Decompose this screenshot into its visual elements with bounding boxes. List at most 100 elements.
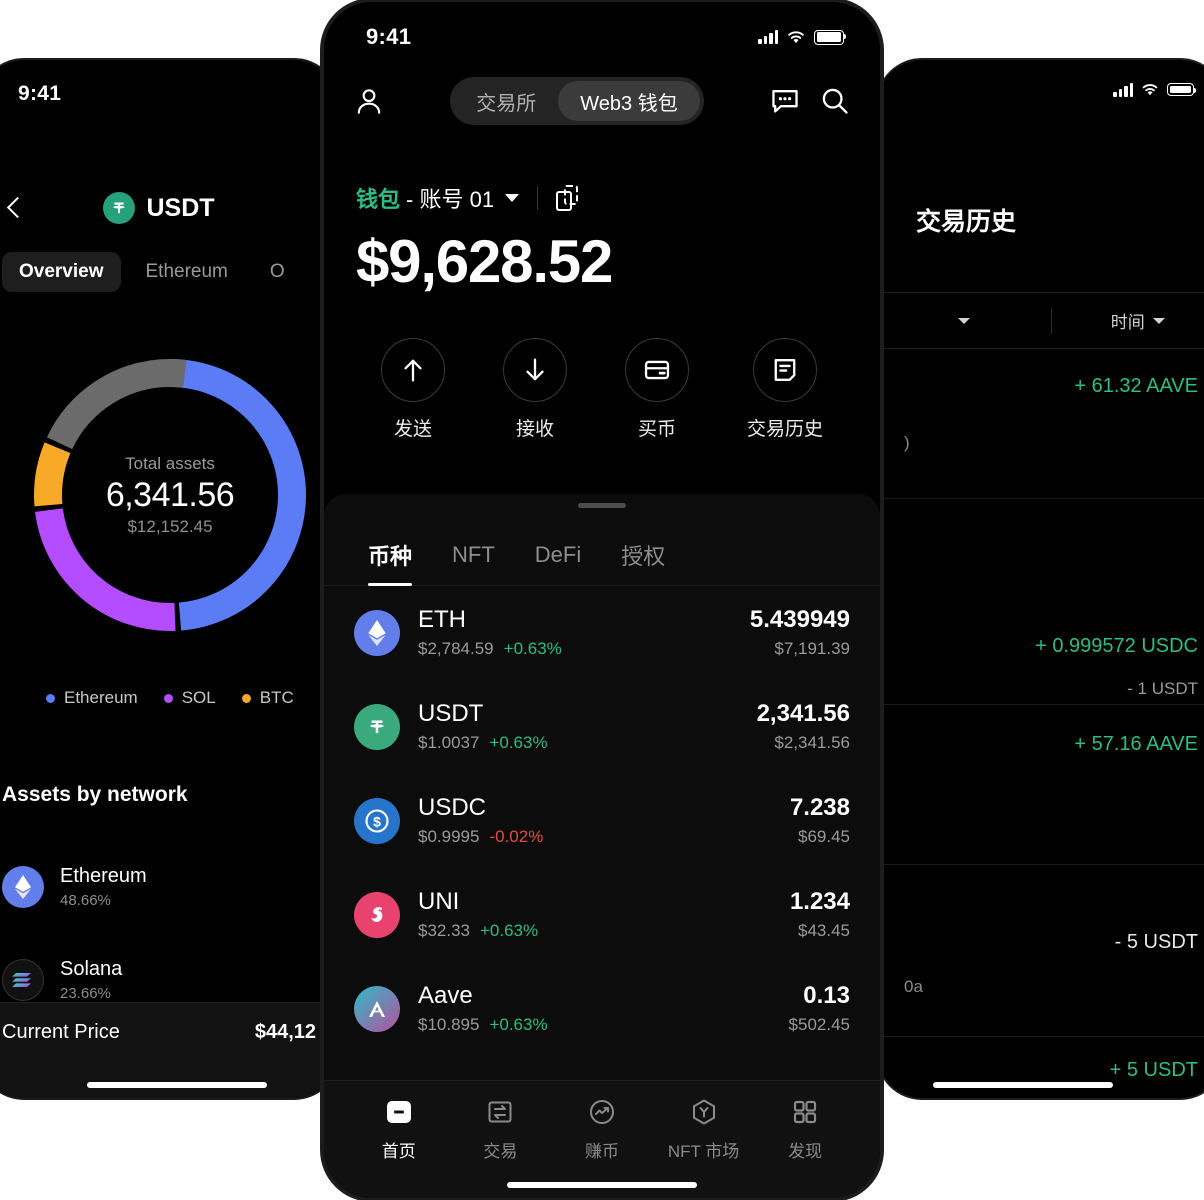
legend-dot-icon: [46, 693, 55, 703]
quick-actions-row: 发送 接收: [324, 338, 880, 441]
table-row[interactable]: + 5 USDT ba86: [878, 1037, 1204, 1098]
token-info: UNI $32.33 +0.63%: [418, 888, 772, 941]
token-symbol: USDT: [418, 700, 484, 728]
assets-by-network-heading: Assets by network: [2, 783, 188, 806]
token-value: $502.45: [788, 1015, 850, 1035]
page-title: 交易历史: [916, 208, 1017, 236]
token-quantity: 2,341.56: [756, 699, 850, 727]
bottom-navigation: 首页 交易: [324, 1080, 880, 1198]
tx-hash: 0a: [904, 977, 923, 996]
current-price-label: Current Price: [2, 1021, 120, 1043]
segment-web3-wallet[interactable]: Web3 钱包: [558, 81, 700, 121]
list-item[interactable]: ETH $2,784.59 +0.63% 5.439949 $7,191.39: [324, 586, 880, 680]
token-info: Aave $10.895 +0.63%: [418, 982, 771, 1034]
wallet-name[interactable]: 钱包: [356, 187, 401, 212]
home-icon: [382, 1095, 416, 1129]
center-screen: 9:41: [324, 2, 880, 1198]
tab-defi[interactable]: DeFi: [534, 541, 582, 567]
tab-tokens[interactable]: 币种: [348, 524, 432, 586]
exchange-icon: [483, 1095, 517, 1129]
list-item[interactable]: Ethereum 48.66%: [0, 840, 338, 933]
sheet-grabber[interactable]: [578, 503, 626, 508]
receive-button[interactable]: 接收: [502, 338, 567, 441]
credit-card-icon: [624, 338, 689, 402]
token-amounts: 1.234 $43.45: [790, 888, 850, 941]
tx-history-button[interactable]: 交易历史: [747, 338, 823, 441]
home-indicator: [86, 1082, 267, 1088]
token-change: +0.63%: [489, 732, 548, 752]
token-price-row: $32.33 +0.63%: [418, 921, 772, 941]
nav-earn-label: 赚币: [584, 1142, 619, 1161]
list-item[interactable]: USDT $1.0037 +0.63% 2,341.56 $2,341.56: [324, 680, 880, 774]
wallet-account[interactable]: - 账号 01: [406, 187, 495, 212]
search-icon[interactable]: [820, 86, 850, 116]
filter-time-dropdown[interactable]: 时间: [1052, 308, 1204, 333]
tab-nft[interactable]: NFT: [452, 541, 495, 567]
token-info: USDC $0.9995 -0.02%: [418, 794, 772, 847]
nav-nft-market[interactable]: NFT 市场: [653, 1095, 755, 1162]
tx-amount: + 0.999572 USDC: [1035, 635, 1198, 657]
tx-hash: ): [904, 433, 910, 452]
network-percent: 48.66%: [60, 891, 111, 909]
token-info: ETH $2,784.59 +0.63%: [418, 606, 732, 659]
tab-approvals[interactable]: 授权: [621, 543, 666, 569]
list-item[interactable]: $ USDC $0.9995 -0.02% 7.238 $: [324, 774, 880, 868]
token-value: $69.45: [798, 827, 850, 847]
token-symbol: USDC: [418, 794, 487, 822]
legend-item-ethereum: Ethereum: [46, 688, 138, 708]
person-icon[interactable]: [354, 86, 384, 116]
token-price-row: $2,784.59 +0.63%: [418, 639, 732, 659]
nav-discover[interactable]: 发现: [754, 1095, 856, 1162]
nav-trade[interactable]: 交易: [450, 1095, 552, 1162]
ethereum-icon: [354, 610, 400, 656]
nav-home[interactable]: 首页: [348, 1095, 450, 1162]
list-item[interactable]: Solana 23.66%: [0, 933, 338, 1026]
token-amounts: 7.238 $69.45: [789, 793, 850, 847]
tab-overview[interactable]: Overview: [2, 252, 121, 292]
filter-bar: 时间: [878, 292, 1204, 349]
token-amounts: 2,341.56 $2,341.56: [756, 699, 850, 753]
transaction-list: + 61.32 AAVE ) + 0.999572 USDC - 1 USDT …: [878, 349, 1204, 1098]
divider: [537, 186, 539, 210]
nav-trade-label: 交易: [483, 1142, 518, 1161]
copy-icon[interactable]: [556, 185, 579, 211]
left-screen: 9:41 USDT Overview Ethereum O: [0, 60, 338, 1098]
tab-ethereum[interactable]: Ethereum: [145, 261, 228, 282]
table-row[interactable]: - 5 USDT 0a: [878, 865, 1204, 1037]
left-status-bar: 9:41: [0, 82, 338, 106]
chat-bubble-icon[interactable]: [770, 86, 800, 116]
donut-legend: Ethereum SOL BTC: [0, 688, 338, 708]
list-item[interactable]: Aave $10.895 +0.63% 0.13 $502.45: [324, 962, 880, 1056]
legend-label: SOL: [181, 688, 216, 707]
nav-earn[interactable]: 赚币: [551, 1095, 653, 1162]
chevron-down-icon[interactable]: [505, 194, 520, 202]
token-change: +0.63%: [489, 1014, 548, 1034]
segment-exchange[interactable]: 交易所: [476, 92, 537, 115]
token-price: $0.9995: [418, 826, 480, 846]
table-row[interactable]: + 0.999572 USDC - 1 USDT: [878, 499, 1204, 705]
filter-type-dropdown[interactable]: [878, 317, 1051, 324]
document-icon: [752, 338, 817, 402]
buy-crypto-button[interactable]: 买币: [624, 338, 689, 441]
legend-dot-icon: [241, 693, 251, 703]
token-quantity: 7.238: [789, 793, 850, 821]
status-time: 9:41: [18, 82, 62, 105]
list-item[interactable]: UNI $32.33 +0.63% 1.234 $43.45: [324, 868, 880, 962]
token-price-row: $0.9995 -0.02%: [418, 827, 772, 847]
earn-chart-icon: [585, 1095, 619, 1129]
page-title: USDT: [0, 192, 338, 224]
tab-other[interactable]: O: [269, 261, 285, 282]
wallet-header: 交易所 Web3 钱包: [324, 76, 880, 126]
token-symbol: Aave: [418, 982, 473, 1010]
legend-label: Ethereum: [64, 688, 138, 707]
arrow-up-icon: [380, 338, 445, 402]
chevron-left-icon[interactable]: [2, 195, 28, 221]
wallet-selector-row: 钱包 - 账号 01: [356, 182, 579, 214]
token-change: +0.63%: [480, 920, 539, 940]
table-row[interactable]: + 57.16 AAVE: [878, 705, 1204, 865]
right-screen: 交易历史 时间 + 61.32 AAVE ) + 0.999572 USDC: [878, 60, 1204, 1098]
send-button[interactable]: 发送: [380, 338, 445, 441]
nav-nft-market-label: NFT 市场: [667, 1142, 740, 1161]
legend-label: BTC: [259, 688, 294, 707]
table-row[interactable]: + 61.32 AAVE ): [878, 349, 1204, 499]
